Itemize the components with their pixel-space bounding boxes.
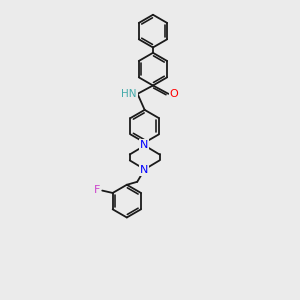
Text: O: O: [169, 89, 178, 99]
Text: N: N: [140, 165, 148, 175]
Text: HN: HN: [122, 89, 137, 99]
Text: N: N: [140, 140, 148, 150]
Text: F: F: [94, 185, 101, 195]
